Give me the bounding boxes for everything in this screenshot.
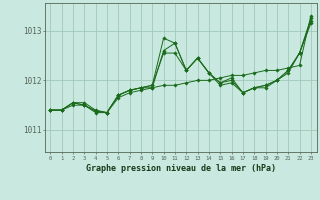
X-axis label: Graphe pression niveau de la mer (hPa): Graphe pression niveau de la mer (hPa) xyxy=(85,164,276,173)
